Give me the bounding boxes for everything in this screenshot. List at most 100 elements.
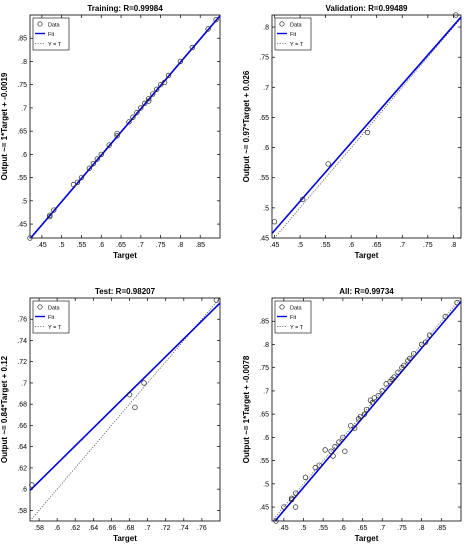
y-tick-label: .85 xyxy=(17,36,27,43)
y-tick-label: .8 xyxy=(263,342,269,349)
y-tick-label: .5 xyxy=(21,198,27,205)
data-point xyxy=(86,165,93,171)
data-point xyxy=(132,404,138,411)
ideal-line xyxy=(274,17,462,239)
x-tick-label: .85 xyxy=(195,242,205,249)
data-point xyxy=(90,161,96,167)
data-point xyxy=(150,91,156,97)
data-point xyxy=(316,462,322,468)
data-point xyxy=(328,448,334,454)
data-point xyxy=(357,413,364,420)
chart-title: Validation: R=0.99489 xyxy=(325,4,408,13)
data-point xyxy=(157,82,164,88)
x-tick-label: .45 xyxy=(279,525,289,532)
legend-data-label: Data xyxy=(48,23,61,29)
data-point xyxy=(391,374,397,380)
data-point xyxy=(330,453,336,459)
data-point xyxy=(379,388,385,394)
y-axis-label: Output ~= 1*Target + -0.0078 xyxy=(242,355,251,463)
data-point xyxy=(70,181,77,188)
x-tick-label: .7 xyxy=(138,242,144,249)
x-axis-label: Target xyxy=(355,534,379,543)
data-point xyxy=(177,58,184,65)
legend-ideal-label: Y = T xyxy=(290,325,304,331)
data-point xyxy=(213,297,220,303)
regression-panel-2: .45 .5 .55 .6 .65 .7 .75 .8 .45 .5 .55 .6 .65 .7 .75 .8… xyxy=(242,4,462,260)
data-point xyxy=(141,380,147,386)
x-tick-label: .7 xyxy=(145,525,151,532)
x-tick-label: .64 xyxy=(88,525,98,532)
data-point xyxy=(94,156,100,162)
data-point xyxy=(134,109,140,116)
data-point xyxy=(395,369,401,375)
data-point xyxy=(289,495,295,501)
x-tick-label: .75 xyxy=(423,242,433,249)
y-tick-label: .5 xyxy=(263,481,269,488)
y-tick-label: .58 xyxy=(17,508,27,515)
data-point xyxy=(361,411,368,417)
legend-data-marker xyxy=(279,304,285,310)
y-tick-label: .8 xyxy=(21,59,27,66)
legend-fit-label: Fit xyxy=(48,32,55,38)
legend-data-marker xyxy=(279,21,285,27)
x-tick-label: .6 xyxy=(54,525,60,532)
legend-fit-label: Fit xyxy=(290,32,297,38)
x-tick-label: .58 xyxy=(34,525,44,532)
regression-panel-3: .58 .6 .62 .64 .66 .68 .7 .72 .74 .76 .58 .6 .62 .64.… xyxy=(0,287,221,543)
y-tick-label: .6 xyxy=(263,435,269,442)
y-tick-label: .75 xyxy=(259,55,269,62)
data-point xyxy=(271,219,278,225)
legend-ideal-label: Y = T xyxy=(48,42,62,48)
y-tick-label: .55 xyxy=(259,458,269,465)
x-tick-label: .75 xyxy=(156,242,166,249)
y-axis-label: Output ~= 0.97*Target + 0.026 xyxy=(242,70,251,182)
x-tick-label: .8 xyxy=(450,242,456,249)
y-tick-label: .65 xyxy=(259,115,269,122)
regression-panel-4: .45 .5 .55 .6 .65 .7 .75 .8 .85 .45 .5 .55 .6 .65 .7 .7… xyxy=(242,287,462,543)
data-point xyxy=(106,142,112,148)
data-point xyxy=(161,79,168,86)
x-axis-label: Target xyxy=(355,251,379,260)
x-tick-label: .5 xyxy=(301,525,307,532)
fit-line xyxy=(30,15,221,239)
x-tick-label: .75 xyxy=(397,525,407,532)
y-tick-label: .6 xyxy=(21,152,27,159)
y-tick-label: .7 xyxy=(263,85,269,92)
x-tick-label: .65 xyxy=(358,525,368,532)
data-point xyxy=(292,504,299,510)
data-point xyxy=(205,26,211,32)
y-tick-label: .62 xyxy=(17,465,27,472)
x-axis-label: Target xyxy=(113,251,137,260)
y-tick-label: .6 xyxy=(263,145,269,152)
x-tick-label: .85 xyxy=(436,525,446,532)
data-point xyxy=(213,16,219,23)
y-tick-label: .5 xyxy=(263,205,269,212)
y-tick-label: .6 xyxy=(21,487,27,494)
legend-data-marker xyxy=(37,21,43,27)
y-tick-label: .68 xyxy=(17,402,27,409)
x-tick-label: .7 xyxy=(399,242,405,249)
ideal-line xyxy=(29,297,221,522)
data-point xyxy=(336,439,342,445)
data-point xyxy=(47,213,53,220)
legend-data-label: Data xyxy=(290,23,303,29)
data-point xyxy=(371,395,378,401)
x-tick-label: .8 xyxy=(177,242,183,249)
data-point xyxy=(47,212,53,218)
x-tick-label: .8 xyxy=(419,525,425,532)
data-point xyxy=(273,518,279,524)
y-tick-label: .76 xyxy=(17,317,27,324)
data-point xyxy=(292,490,299,496)
data-point xyxy=(114,133,120,139)
x-tick-label: .55 xyxy=(77,242,87,249)
data-point xyxy=(281,504,287,510)
data-point xyxy=(340,434,346,441)
data-point xyxy=(411,351,417,357)
x-tick-label: .65 xyxy=(116,242,126,249)
data-point xyxy=(114,130,120,137)
legend-box xyxy=(32,300,70,334)
data-point xyxy=(299,196,306,203)
data-point xyxy=(401,362,407,369)
x-tick-label: .6 xyxy=(348,242,354,249)
